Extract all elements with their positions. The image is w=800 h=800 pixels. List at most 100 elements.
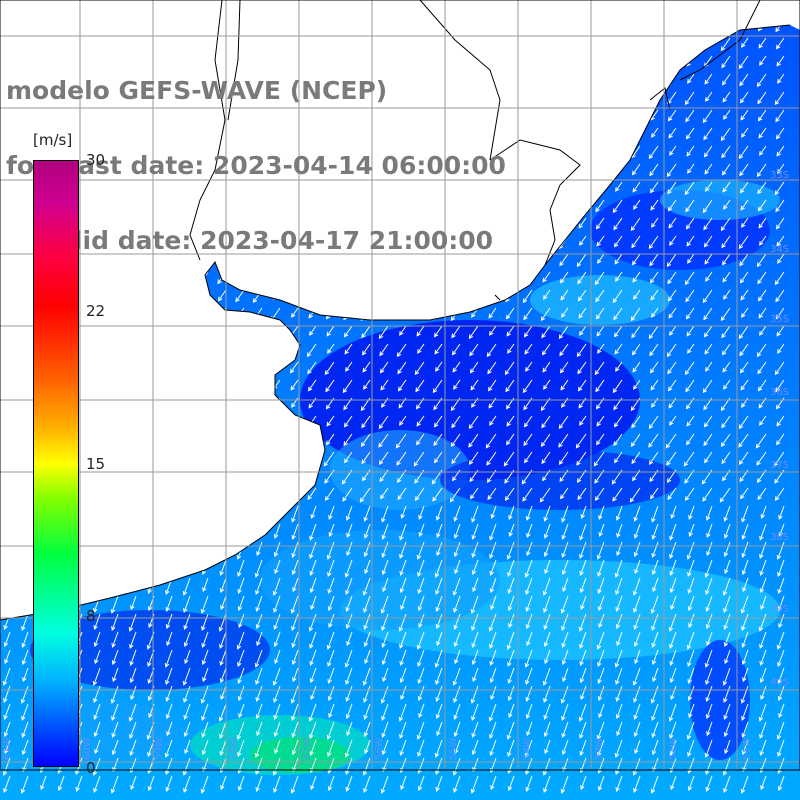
wind-arrow bbox=[130, 685, 137, 701]
wind-arrow bbox=[756, 73, 767, 88]
wind-arrow bbox=[738, 55, 749, 70]
wind-arrow bbox=[615, 577, 623, 595]
wind-arrow bbox=[129, 577, 137, 594]
wind-arrow bbox=[184, 559, 191, 575]
wind-arrow bbox=[219, 721, 227, 739]
wind-arrow bbox=[452, 577, 461, 596]
wind-arrow bbox=[614, 649, 623, 668]
wind-arrow bbox=[252, 487, 263, 502]
wind-arrow bbox=[705, 505, 713, 521]
wind-arrow bbox=[597, 649, 605, 667]
wind-arrow bbox=[235, 289, 245, 303]
wind-arrow bbox=[688, 505, 695, 520]
wind-arrow bbox=[309, 631, 317, 649]
wind-arrow bbox=[649, 73, 659, 87]
wind-arrow bbox=[19, 343, 29, 357]
wind-arrow bbox=[202, 667, 209, 683]
wind-arrow bbox=[450, 433, 461, 447]
wind-arrow bbox=[741, 631, 749, 649]
wind-arrow bbox=[777, 253, 785, 264]
wind-arrow bbox=[613, 235, 623, 248]
wind-arrow bbox=[579, 325, 587, 336]
wind-arrow bbox=[400, 595, 407, 611]
wind-arrow bbox=[236, 433, 245, 446]
wind-arrow bbox=[327, 685, 335, 702]
wind-arrow bbox=[436, 523, 443, 538]
wind-arrow bbox=[742, 577, 749, 593]
wind-arrow bbox=[201, 721, 209, 739]
wind-arrow bbox=[613, 415, 623, 428]
wind-arrow bbox=[253, 415, 263, 428]
colorbar-tick-22: 22 bbox=[86, 302, 106, 320]
wind-arrow bbox=[632, 271, 641, 283]
wind-arrow bbox=[558, 433, 569, 448]
wind-arrow bbox=[382, 667, 389, 683]
wind-arrow bbox=[541, 145, 551, 159]
wind-arrow bbox=[631, 55, 641, 69]
wind-arrow bbox=[560, 775, 569, 794]
wind-arrow bbox=[543, 703, 551, 721]
wind-arrow bbox=[760, 595, 767, 611]
wind-arrow bbox=[363, 505, 371, 522]
wind-arrow bbox=[166, 721, 173, 737]
wind-arrow bbox=[666, 451, 677, 466]
coastline bbox=[0, 24, 791, 621]
wind-arrow bbox=[453, 685, 461, 703]
wind-arrow bbox=[343, 325, 353, 338]
wind-arrow bbox=[541, 235, 551, 249]
wind-arrow bbox=[686, 415, 695, 427]
wind-arrow bbox=[216, 451, 227, 466]
wind-arrow bbox=[111, 541, 119, 559]
wind-arrow bbox=[774, 181, 785, 196]
wind-arrow bbox=[722, 91, 731, 103]
colorbar-tick-0: 0 bbox=[86, 759, 96, 777]
wind-arrow bbox=[776, 541, 785, 560]
wind-arrow bbox=[270, 433, 281, 447]
wind-arrow bbox=[525, 91, 533, 102]
wind-arrow bbox=[201, 523, 209, 540]
wind-arrow bbox=[364, 739, 371, 755]
wind-arrow bbox=[759, 631, 767, 649]
wind-arrow bbox=[273, 775, 281, 793]
wind-arrow bbox=[720, 127, 731, 142]
wind-arrow bbox=[489, 631, 497, 649]
wind-arrow bbox=[233, 451, 245, 467]
wind-arrow bbox=[595, 127, 605, 140]
wind-arrow bbox=[524, 649, 533, 668]
wind-arrow bbox=[705, 91, 713, 102]
wind-arrow bbox=[181, 325, 191, 339]
wind-arrow bbox=[435, 361, 443, 372]
wind-arrow bbox=[505, 199, 515, 213]
wind-arrow bbox=[543, 379, 551, 390]
wind-arrow bbox=[413, 451, 425, 467]
wind-arrow bbox=[397, 487, 407, 501]
wind-arrow bbox=[471, 559, 479, 576]
wind-arrow bbox=[669, 541, 677, 559]
wind-arrow bbox=[256, 721, 263, 737]
wind-arrow bbox=[397, 361, 407, 375]
colorbar-tick-30: 30 bbox=[86, 151, 106, 169]
wind-arrow bbox=[775, 379, 785, 393]
wind-arrow bbox=[363, 523, 371, 539]
wind-arrow bbox=[721, 415, 731, 429]
wind-arrow bbox=[399, 739, 407, 757]
wind-arrow bbox=[522, 25, 533, 34]
wind-arrow bbox=[93, 775, 101, 793]
wind-arrow bbox=[1, 451, 11, 465]
wind-arrow bbox=[111, 649, 119, 666]
wind-arrow bbox=[416, 325, 425, 337]
wind-arrow bbox=[361, 451, 371, 465]
wind-arrow bbox=[561, 523, 569, 540]
wind-arrow bbox=[561, 739, 569, 756]
wind-arrow bbox=[650, 289, 659, 301]
wind-arrow bbox=[201, 631, 209, 649]
wind-arrow bbox=[615, 595, 623, 613]
wind-arrow bbox=[652, 757, 659, 773]
wind-arrow bbox=[723, 379, 731, 390]
wind-arrow bbox=[523, 415, 533, 428]
wind-arrow bbox=[759, 667, 767, 684]
wind-arrow bbox=[705, 667, 713, 685]
wind-arrow bbox=[344, 343, 353, 355]
wind-arrow bbox=[666, 253, 677, 268]
wind-arrow bbox=[307, 379, 317, 392]
